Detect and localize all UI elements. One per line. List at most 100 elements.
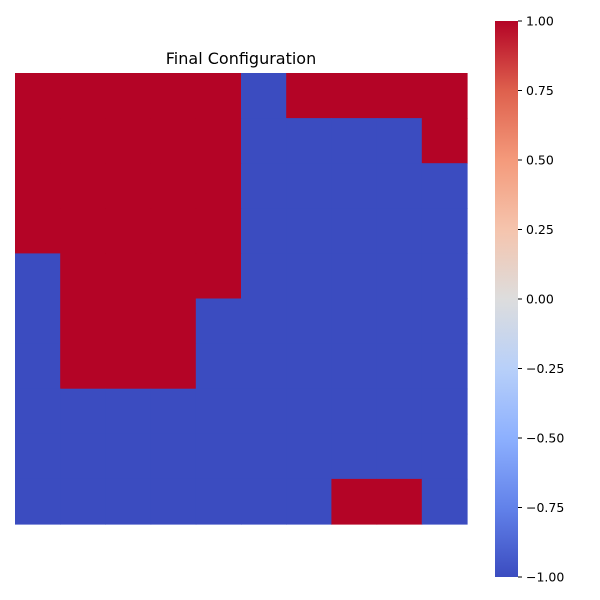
heatmap-cell: [15, 118, 61, 164]
colorbar-tick-label: −0.50: [526, 431, 564, 446]
colorbar-tick-label: 0.00: [526, 292, 554, 307]
heatmap-cell: [376, 388, 423, 435]
heatmap-cell: [195, 388, 242, 435]
heatmap-cell: [150, 343, 197, 390]
colorbar-gradient-bar: [495, 21, 518, 577]
heatmap-cell: [15, 253, 61, 300]
heatmap-cell: [195, 208, 242, 254]
heatmap-cell: [421, 388, 468, 435]
heatmap-cell: [105, 118, 152, 164]
heatmap-cell: [286, 388, 332, 435]
heatmap-cell: [150, 433, 197, 480]
heatmap-cell: [195, 118, 242, 164]
heatmap-cell: [421, 118, 468, 164]
heatmap-cell: [376, 253, 423, 300]
heatmap-cell: [286, 253, 332, 300]
heatmap-cell: [241, 433, 287, 480]
colorbar-tick-label: 0.50: [526, 153, 554, 168]
heatmap-cell: [421, 163, 468, 209]
heatmap-cell: [60, 298, 106, 345]
heatmap-cell: [331, 118, 378, 164]
heatmap-cell: [241, 478, 287, 525]
heatmap-cell: [60, 478, 106, 525]
heatmap-cell: [15, 433, 61, 480]
heatmap-cell: [376, 73, 423, 119]
colorbar-tick-label: −0.25: [526, 361, 564, 376]
heatmap-cell: [60, 253, 106, 300]
heatmap-cell: [60, 433, 106, 480]
heatmap-cell: [241, 73, 287, 119]
heatmap-cell: [60, 163, 106, 209]
heatmap-cell: [60, 208, 106, 254]
heatmap-cell: [376, 433, 423, 480]
heatmap-cell: [195, 163, 242, 209]
heatmap-cell: [331, 253, 378, 300]
heatmap-cell: [331, 73, 378, 119]
heatmap-cell: [150, 298, 197, 345]
heatmap-cell: [286, 433, 332, 480]
heatmap-cell: [421, 478, 468, 525]
colorbar-tick-label: 0.25: [526, 222, 554, 237]
colorbar-tick-label: 1.00: [526, 14, 554, 29]
heatmap-cell: [286, 118, 332, 164]
chart-title: Final Configuration: [166, 49, 316, 68]
heatmap-cell: [331, 343, 378, 390]
heatmap-cell: [105, 478, 152, 525]
heatmap-cell: [195, 73, 242, 119]
heatmap-cell: [195, 343, 242, 390]
heatmap-cell: [421, 253, 468, 300]
heatmap-cell: [286, 478, 332, 525]
heatmap-cell: [15, 73, 61, 119]
heatmap-cell: [286, 343, 332, 390]
heatmap-cell: [421, 298, 468, 345]
heatmap-cell: [331, 163, 378, 209]
heatmap-cell: [150, 163, 197, 209]
heatmap-cell: [150, 478, 197, 525]
heatmap-cell: [15, 343, 61, 390]
heatmap-cell: [241, 208, 287, 254]
heatmap-cell: [286, 298, 332, 345]
heatmap-grid: [15, 73, 468, 525]
heatmap-cell: [241, 253, 287, 300]
heatmap-cell: [421, 208, 468, 254]
heatmap-cell: [15, 208, 61, 254]
heatmap-cell: [331, 208, 378, 254]
heatmap-cell: [105, 208, 152, 254]
colorbar: 1.00 0.75 0.50 0.25 0.00 −0.25 −0.50 −0.75 −1.00: [495, 14, 564, 585]
heatmap-cell: [105, 163, 152, 209]
heatmap-cell: [331, 298, 378, 345]
heatmap-cell: [195, 298, 242, 345]
heatmap-cell: [241, 343, 287, 390]
heatmap-cell: [286, 208, 332, 254]
heatmap-cell: [150, 208, 197, 254]
heatmap-cell: [376, 118, 423, 164]
heatmap-cell: [376, 343, 423, 390]
heatmap-cell: [195, 478, 242, 525]
heatmap-cell: [60, 343, 106, 390]
heatmap-cell: [286, 73, 332, 119]
heatmap-cell: [105, 433, 152, 480]
heatmap-cell: [241, 388, 287, 435]
heatmap-cell: [331, 388, 378, 435]
heatmap-cell: [105, 253, 152, 300]
heatmap-cell: [15, 478, 61, 525]
heatmap-cell: [15, 388, 61, 435]
heatmap-cell: [15, 298, 61, 345]
heatmap-cell: [241, 298, 287, 345]
heatmap-cell: [60, 388, 106, 435]
colorbar-tick-label: −0.75: [526, 500, 564, 515]
heatmap-cell: [60, 73, 106, 119]
heatmap-cell: [421, 343, 468, 390]
heatmap-cell: [331, 433, 378, 480]
heatmap-cell: [15, 163, 61, 209]
heatmap-cell: [150, 388, 197, 435]
heatmap-cell: [331, 478, 378, 525]
heatmap-cell: [376, 208, 423, 254]
colorbar-ticks: 1.00 0.75 0.50 0.25 0.00 −0.25 −0.50 −0.75 −1.00: [518, 14, 564, 585]
heatmap-cell: [105, 343, 152, 390]
heatmap-cell: [421, 433, 468, 480]
heatmap-cell: [286, 163, 332, 209]
heatmap-cell: [241, 118, 287, 164]
colorbar-tick-label: 0.75: [526, 83, 554, 98]
